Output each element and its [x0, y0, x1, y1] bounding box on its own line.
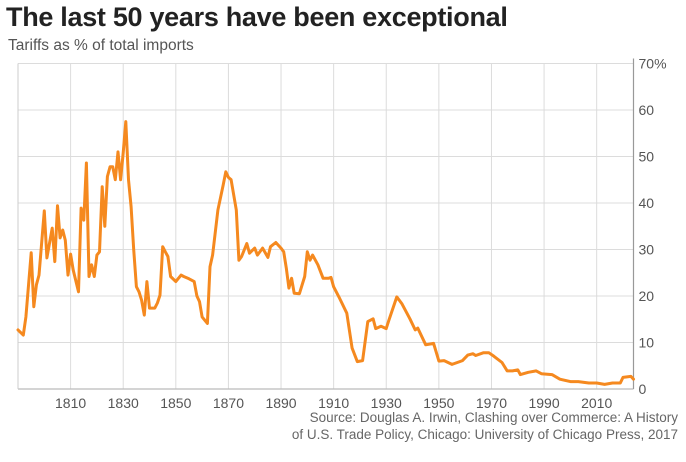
gridlines — [18, 63, 634, 390]
y-tick-label: 0 — [639, 381, 647, 397]
y-tick-label: 20 — [639, 288, 655, 304]
x-tick-label: 1830 — [108, 395, 139, 411]
y-tick-label: 70% — [639, 56, 667, 72]
x-tick-label: 1890 — [265, 395, 296, 411]
chart-subtitle: Tariffs as % of total imports — [8, 37, 194, 54]
x-tick-label: 1850 — [160, 395, 191, 411]
source-line-1: Source: Douglas A. Irwin, Clashing over … — [309, 410, 678, 425]
y-tick-label: 40 — [639, 195, 655, 211]
x-tick-label: 1950 — [423, 395, 454, 411]
x-tick-label: 2010 — [581, 395, 612, 411]
x-tick-label: 1970 — [476, 395, 507, 411]
x-tick-label: 1870 — [213, 395, 244, 411]
y-tick-label: 50 — [639, 149, 655, 165]
x-tick-label: 1990 — [528, 395, 559, 411]
source-line-2: of U.S. Trade Policy, Chicago: Universit… — [291, 427, 678, 442]
series-line-tariffs — [16, 120, 635, 386]
y-tick-label: 10 — [639, 335, 655, 351]
y-tick-label: 60 — [639, 102, 655, 118]
tick-labels: 0 10 20 30 40 50 60 70% 1810 1830 1850 1870 1890 1910… — [55, 56, 667, 412]
axes — [17, 58, 635, 390]
x-tick-label: 1910 — [318, 395, 349, 411]
chart-title: The last 50 years have been exceptional — [6, 2, 508, 32]
y-tick-label: 30 — [639, 242, 655, 258]
x-tick-label: 1810 — [55, 395, 86, 411]
source-note: Source: Douglas A. Irwin, Clashing over … — [292, 409, 678, 443]
x-tick-label: 1930 — [371, 395, 402, 411]
